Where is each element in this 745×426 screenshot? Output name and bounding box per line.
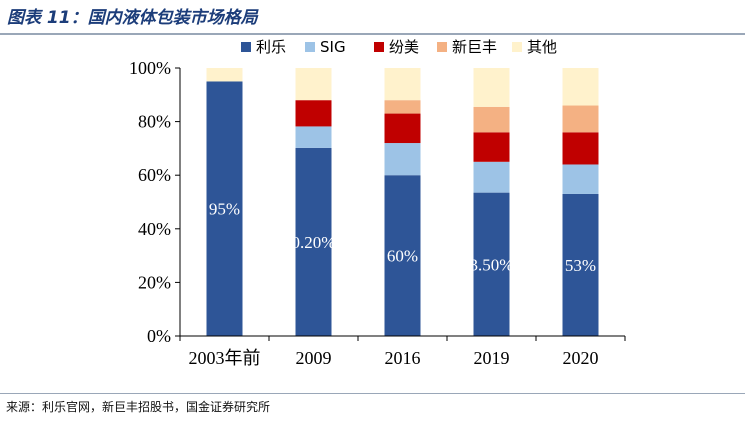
legend-swatch-1	[305, 42, 315, 52]
source-note: 来源：利乐官网，新巨丰招股书，国金证券研究所	[6, 400, 271, 414]
y-tick-label-2: 40%	[138, 219, 171, 239]
bar-segment-1-1	[295, 126, 332, 148]
bar-segment-1-2	[384, 143, 421, 176]
x-tick-label-4: 2020	[563, 348, 599, 368]
bar-segment-3-2	[384, 100, 421, 114]
bar-segment-0-1	[295, 147, 332, 336]
bar-segment-0-2	[384, 175, 421, 336]
legend-label-2: 纷美	[389, 38, 419, 56]
y-tick-label-5: 100%	[129, 58, 171, 78]
y-tick-label-0: 0%	[147, 326, 171, 346]
bar-segment-3-4	[562, 105, 599, 133]
y-tick-label-4: 80%	[138, 112, 171, 132]
legend-swatch-4	[512, 42, 522, 52]
bar-segment-4-3	[473, 68, 510, 107]
chart-axes: 0% 20% 40% 60% 80% 100% 2003年前 2009 2016 2019 2020	[129, 58, 626, 368]
legend-swatch-2	[374, 42, 384, 52]
x-tick-label-3: 2019	[474, 348, 510, 368]
title-divider	[0, 33, 745, 35]
y-tick-label-3: 60%	[138, 165, 171, 185]
bar-segment-2-4	[562, 132, 599, 165]
source-divider	[0, 393, 745, 394]
bar-segment-4-2	[384, 68, 421, 101]
bar-segment-0-4	[562, 193, 599, 336]
data-label-0: 95%	[209, 200, 240, 219]
bar-segment-4-0	[206, 68, 243, 82]
bar-segment-1-4	[562, 164, 599, 194]
bar-segment-2-3	[473, 132, 510, 162]
data-label-1: 0.20%	[292, 233, 336, 252]
bar-segment-4-1	[295, 68, 332, 101]
bar-area: 95% 0.20% 60% 3.50% 53%	[206, 68, 599, 337]
bar-segment-4-4	[562, 68, 599, 106]
data-label-3: 3.50%	[470, 255, 514, 274]
bar-segment-3-3	[473, 106, 510, 133]
legend-label-3: 新巨丰	[452, 38, 497, 56]
bar-segment-2-1	[295, 100, 332, 127]
figure-title: 图表 11：国内液体包装市场格局	[7, 8, 258, 28]
bar-segment-1-3	[473, 161, 510, 193]
bar-segment-2-2	[384, 113, 421, 144]
x-tick-label-0: 2003年前	[189, 348, 261, 368]
bar-segment-0-3	[473, 192, 510, 336]
x-tick-label-2: 2016	[385, 348, 421, 368]
chart-legend: 利乐 SIG 纷美 新巨丰 其他	[241, 38, 557, 56]
x-tick-label-1: 2009	[296, 348, 332, 368]
y-tick-label-1: 20%	[138, 272, 171, 292]
legend-label-1: SIG	[320, 38, 346, 56]
legend-label-4: 其他	[527, 38, 557, 56]
legend-swatch-0	[241, 42, 251, 52]
data-label-2: 60%	[387, 247, 418, 266]
data-label-4: 53%	[565, 256, 596, 275]
legend-label-0: 利乐	[256, 38, 286, 56]
bar-segment-0-0	[206, 81, 243, 337]
legend-swatch-3	[437, 42, 447, 52]
